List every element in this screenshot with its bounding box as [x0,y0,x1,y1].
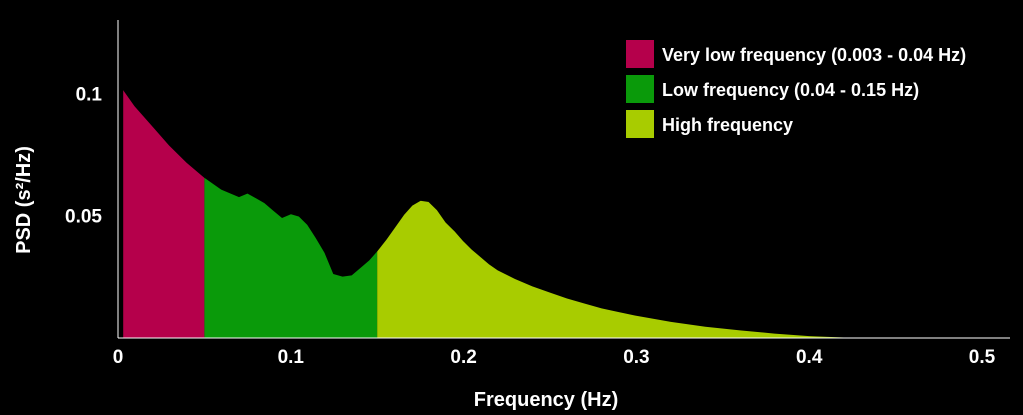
x-axis-title: Frequency (Hz) [474,389,618,411]
legend-swatch [626,75,654,103]
x-tick-label: 0.1 [278,347,305,368]
legend-label: Very low frequency (0.003 - 0.04 Hz) [662,45,966,65]
legend: Very low frequency (0.003 - 0.04 Hz) Low … [626,40,968,138]
legend-label: Low frequency (0.04 - 0.15 Hz) [662,80,919,100]
x-tick-label: 0.5 [969,347,996,368]
axes [117,20,1010,339]
psd-curve-layer [122,87,982,339]
psd-curve-line [122,87,982,339]
tick-labels: 0 0.1 0.2 0.3 0.4 0.5 0.05 0.1 [64,83,998,370]
legend-swatch [626,110,654,138]
band-area-0 [123,88,205,338]
x-tick-label: 0.3 [623,347,649,368]
y-tick-label: 0.05 [65,207,102,228]
x-tick-label: 0.2 [450,347,476,368]
y-axis-title: PSD (s²/Hz) [13,146,35,254]
y-tick-label: 0.1 [76,84,103,105]
band-area-1 [204,176,378,338]
legend-label: High frequency [662,115,793,135]
band-area-2 [377,199,982,338]
frequency-band-areas [123,88,982,338]
legend-swatch [626,40,654,68]
x-tick-label: 0.4 [796,347,823,368]
x-tick-label: 0 [113,347,124,368]
